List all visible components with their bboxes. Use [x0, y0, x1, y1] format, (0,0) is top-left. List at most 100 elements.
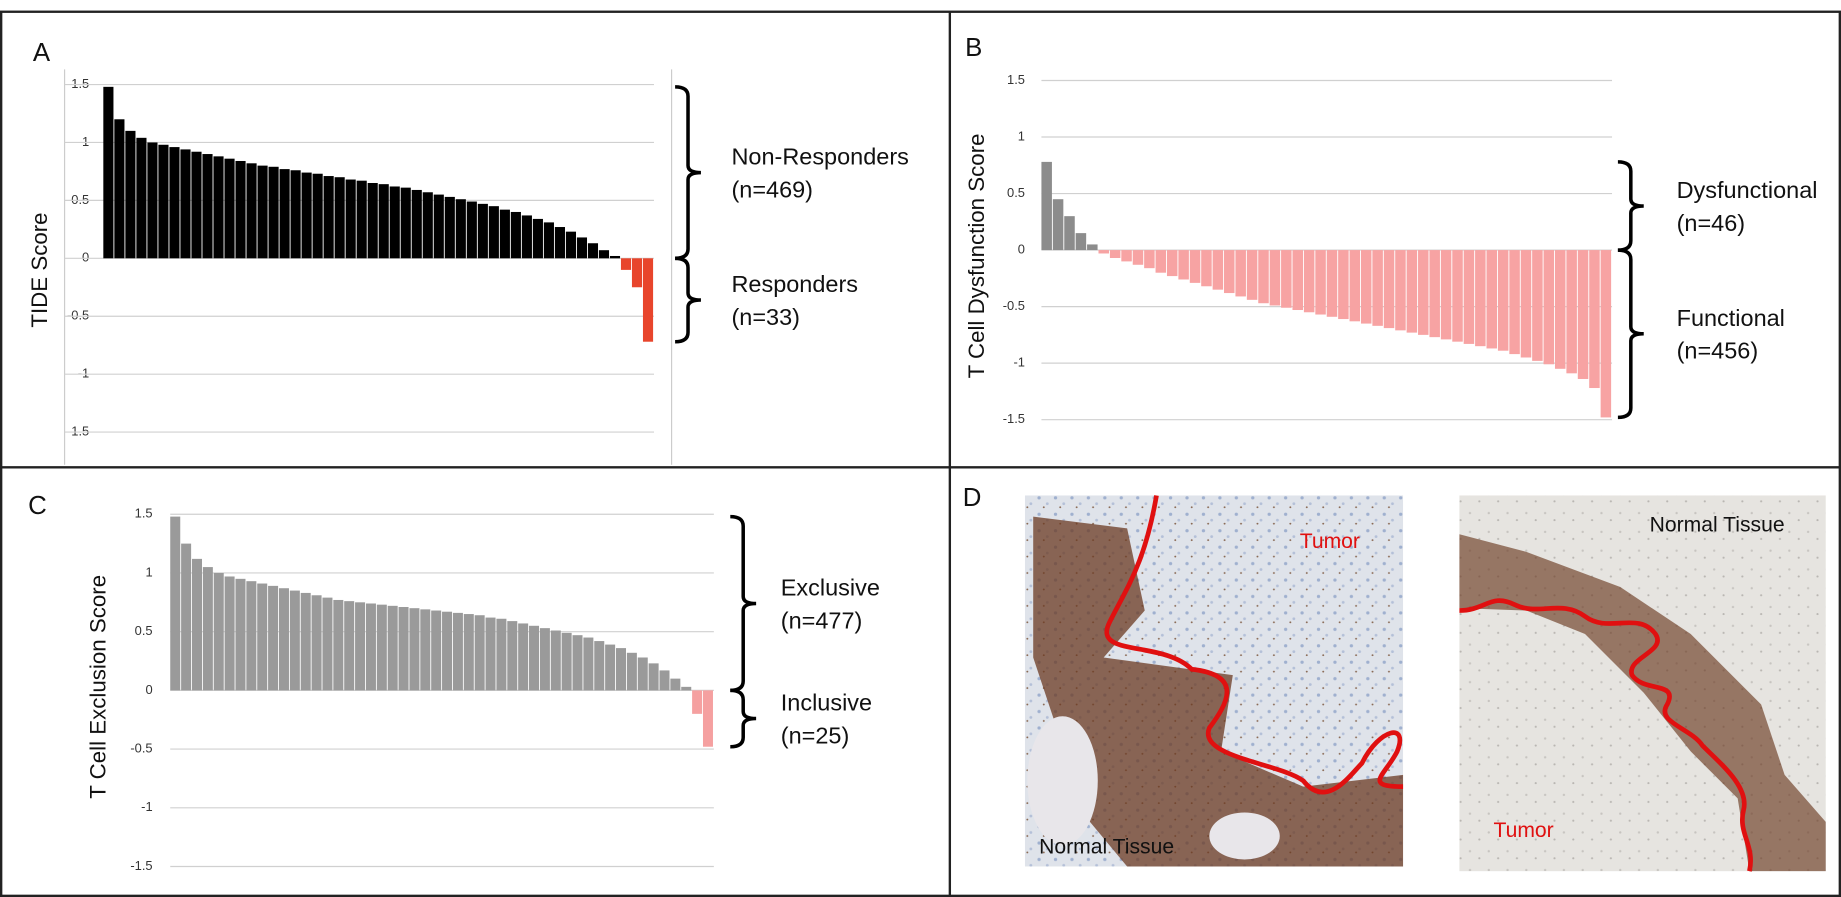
y-axis-label: T Cell Dysfunction Score: [964, 133, 989, 378]
y-tick-label: -1: [78, 366, 89, 381]
bar: [599, 250, 609, 258]
bar: [1384, 250, 1394, 328]
bracket: [1618, 250, 1644, 417]
bar: [1395, 250, 1405, 330]
bar: [180, 149, 190, 258]
bar: [1087, 244, 1097, 250]
bar: [136, 138, 146, 258]
bar: [1281, 250, 1291, 308]
bar: [1041, 162, 1051, 250]
bar: [114, 119, 124, 258]
bar: [1464, 250, 1474, 344]
bar: [388, 606, 398, 691]
bar: [1509, 250, 1519, 354]
bar: [202, 154, 212, 258]
bar: [540, 628, 550, 690]
bar: [616, 648, 626, 690]
bracket: [730, 517, 756, 691]
bracket-label: (n=456): [1677, 338, 1759, 364]
bar: [434, 195, 444, 259]
bar: [544, 222, 554, 258]
bar: [379, 184, 389, 258]
bar: [533, 219, 543, 258]
bar: [681, 687, 691, 691]
bar: [518, 623, 528, 690]
bar: [1589, 250, 1599, 388]
bar: [181, 544, 191, 691]
bar: [1213, 250, 1223, 290]
micrograph-left: Tumor Normal Tissue: [1025, 495, 1403, 866]
bracket: [730, 690, 756, 746]
bar: [511, 212, 521, 258]
y-tick-label: 1.5: [71, 76, 89, 91]
bar: [302, 173, 312, 259]
bar: [344, 601, 354, 690]
bar: [627, 653, 637, 691]
bar: [1578, 250, 1588, 379]
bar: [475, 615, 485, 690]
bar: [577, 237, 587, 258]
bracket-label: Non-Responders: [731, 144, 908, 170]
bar: [357, 181, 367, 259]
bar: [158, 145, 168, 259]
bar: [279, 588, 289, 690]
vessel: [1027, 716, 1097, 845]
bar: [224, 159, 234, 259]
bar: [213, 156, 223, 258]
bar: [1498, 250, 1508, 351]
bar: [1292, 250, 1302, 310]
bracket-label: Responders: [731, 271, 858, 297]
bar: [1247, 250, 1257, 300]
bar: [235, 579, 245, 691]
normal-label: Normal Tissue: [1650, 514, 1785, 537]
bar: [638, 657, 648, 690]
normal-label: Normal Tissue: [1039, 835, 1174, 858]
bar: [1361, 250, 1371, 323]
bar: [1304, 250, 1314, 312]
bar: [214, 573, 224, 690]
y-tick-label: -1.5: [130, 858, 152, 873]
bracket-label: (n=25): [781, 723, 849, 749]
bar: [445, 197, 455, 258]
tumor-label: Tumor: [1300, 530, 1360, 553]
bar: [355, 602, 365, 690]
bar: [594, 641, 604, 690]
bar: [268, 586, 278, 690]
bracket-label: (n=477): [781, 607, 863, 633]
bracket: [675, 87, 701, 258]
panel-label: D: [963, 484, 982, 512]
bar: [246, 581, 256, 690]
bar: [313, 174, 323, 259]
page: {"chart_data": [ {"type": "bar", "label"…: [0, 0, 1841, 897]
bar: [1167, 250, 1177, 276]
bar: [280, 169, 290, 258]
bar: [456, 199, 466, 258]
bar: [1441, 250, 1451, 339]
bar: [431, 611, 441, 691]
micrograph-right: Normal Tissue Tumor: [1459, 495, 1825, 871]
bar: [442, 612, 452, 691]
bar: [573, 635, 583, 690]
bar: [496, 619, 506, 691]
bar: [269, 167, 279, 259]
bar: [1372, 250, 1382, 326]
y-tick-label: 1: [1018, 128, 1025, 143]
bar: [522, 215, 532, 258]
bar: [478, 204, 488, 258]
bar: [632, 258, 642, 287]
bar: [1407, 250, 1417, 333]
bar: [147, 142, 157, 258]
y-tick-label: 0: [1018, 241, 1025, 256]
bar: [1064, 216, 1074, 250]
y-axis-label: TIDE Score: [27, 212, 52, 327]
bar: [649, 663, 659, 690]
bracket-label: Functional: [1677, 305, 1785, 331]
bar: [670, 679, 680, 691]
bar: [366, 603, 376, 690]
chart: CT Cell Exclusion Score1.510.50-0.5-1-1.…: [28, 492, 880, 873]
y-tick-label: -1: [141, 799, 152, 814]
bar: [290, 591, 300, 691]
bracket-label: (n=33): [731, 304, 799, 330]
bar: [324, 176, 334, 258]
bar: [1315, 250, 1325, 314]
